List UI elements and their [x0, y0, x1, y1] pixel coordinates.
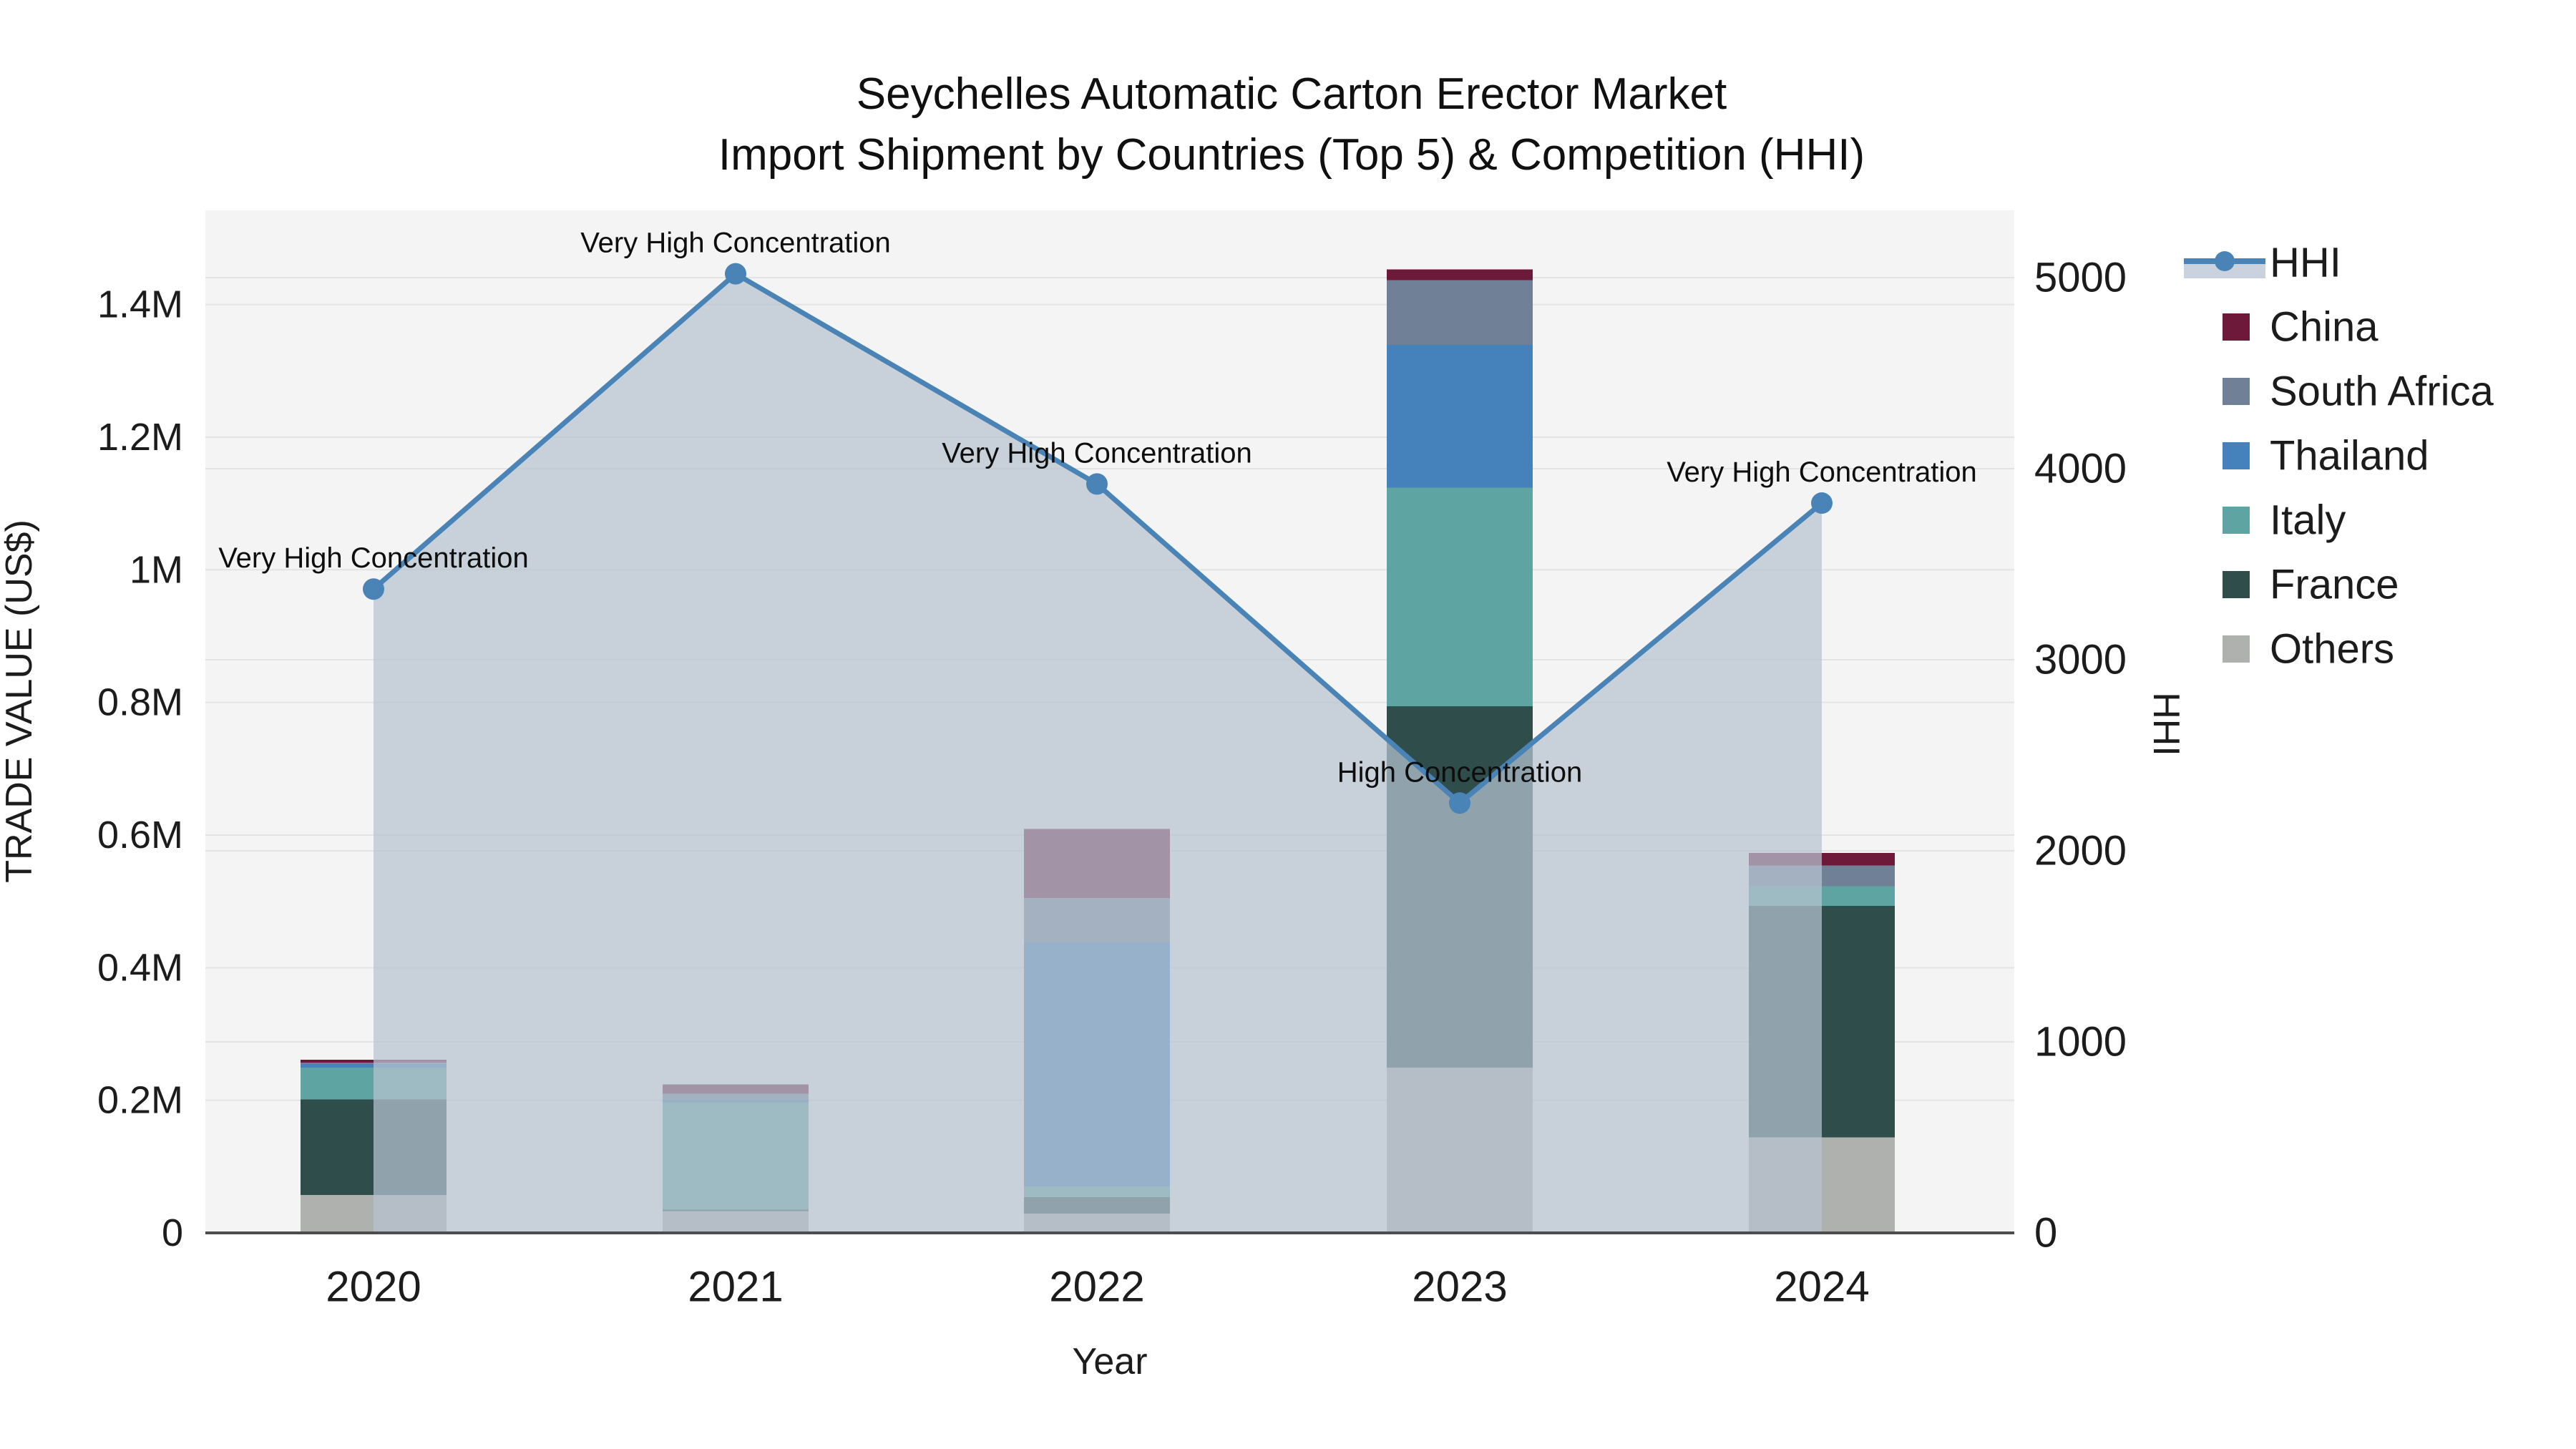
bar-segment-thailand-2023[interactable]	[1387, 345, 1533, 488]
hhi-marker-2021[interactable]	[725, 263, 746, 285]
y-right-axis-title: HHI	[2145, 692, 2187, 756]
hhi-marker-2023[interactable]	[1449, 792, 1470, 814]
chart-title-line1: Seychelles Automatic Carton Erector Mark…	[857, 69, 1727, 119]
legend-label: Thailand	[2270, 433, 2429, 479]
y-right-tick: 2000	[2034, 828, 2127, 874]
chart-title-line2: Import Shipment by Countries (Top 5) & C…	[718, 130, 1865, 180]
legend-item-south-africa[interactable]: South Africa	[2223, 369, 2494, 415]
y-left-tick: 0.4M	[97, 946, 183, 989]
y-right-tick: 1000	[2034, 1019, 2127, 1065]
legend-label: South Africa	[2270, 369, 2494, 415]
legend-label: France	[2270, 562, 2399, 608]
y-left-tick-labels: 0 0.2M 0.4M 0.6M 0.8M 1M 1.2M 1.4M	[97, 283, 183, 1254]
x-tick-2022: 2022	[1049, 1263, 1144, 1311]
y-right-tick-labels: 0 1000 2000 3000 4000 5000	[2034, 255, 2127, 1257]
bar-segment-china-2023[interactable]	[1387, 269, 1533, 280]
legend: HHI China South Africa Thailand Italy France O…	[2184, 240, 2494, 673]
legend-item-italy[interactable]: Italy	[2223, 497, 2346, 544]
legend-swatch-others	[2223, 635, 2250, 663]
legend-hhi-marker	[2215, 251, 2235, 271]
annotation-2024: Very High Concentration	[1667, 457, 1977, 488]
y-left-axis-title: TRADE VALUE (US$)	[0, 519, 40, 883]
y-left-tick: 1M	[130, 548, 183, 591]
y-left-tick: 0.6M	[97, 814, 183, 857]
legend-item-china[interactable]: China	[2223, 304, 2379, 351]
legend-label: China	[2270, 304, 2379, 351]
hhi-area	[374, 273, 1822, 1233]
y-right-tick: 0	[2034, 1210, 2057, 1257]
annotation-2021: Very High Concentration	[580, 228, 891, 259]
legend-label: Others	[2270, 626, 2394, 673]
hhi-marker-2020[interactable]	[363, 578, 384, 600]
y-left-tick: 0.2M	[97, 1079, 183, 1122]
x-tick-labels: 2020 2021 2022 2023 2024	[326, 1263, 1869, 1311]
legend-swatch-italy	[2223, 507, 2250, 534]
hhi-area-fill	[374, 273, 1822, 1233]
legend-item-others[interactable]: Others	[2223, 626, 2394, 673]
annotations: Very High Concentration Very High Concent…	[218, 228, 1977, 789]
y-left-tick: 1.2M	[97, 416, 183, 459]
x-axis-title: Year	[1072, 1341, 1147, 1382]
x-tick-2020: 2020	[326, 1263, 421, 1311]
y-right-tick: 5000	[2034, 255, 2127, 301]
legend-item-thailand[interactable]: Thailand	[2223, 433, 2429, 479]
annotation-2023: High Concentration	[1337, 756, 1582, 788]
x-tick-2021: 2021	[688, 1263, 783, 1311]
y-left-tick: 1.4M	[97, 283, 183, 326]
legend-swatch-china	[2223, 313, 2250, 341]
x-tick-2023: 2023	[1412, 1263, 1507, 1311]
hhi-line-group	[363, 263, 1833, 814]
y-right-tick: 3000	[2034, 637, 2127, 683]
annotation-2020: Very High Concentration	[218, 542, 529, 574]
y-left-tick: 0.8M	[97, 681, 183, 724]
legend-swatch-thailand	[2223, 442, 2250, 469]
hhi-marker-2022[interactable]	[1086, 473, 1108, 495]
bar-segment-south-africa-2023[interactable]	[1387, 280, 1533, 346]
legend-swatch-france	[2223, 571, 2250, 598]
legend-item-france[interactable]: France	[2223, 562, 2399, 608]
x-tick-2024: 2024	[1774, 1263, 1869, 1311]
bar-segment-italy-2023[interactable]	[1387, 487, 1533, 707]
legend-label: Italy	[2270, 497, 2346, 544]
hhi-marker-2024[interactable]	[1811, 492, 1833, 514]
y-right-tick: 4000	[2034, 446, 2127, 492]
legend-swatch-south-africa	[2223, 378, 2250, 405]
y-left-tick: 0	[162, 1211, 183, 1254]
legend-item-hhi[interactable]: HHI	[2184, 240, 2341, 286]
annotation-2022: Very High Concentration	[942, 437, 1252, 469]
legend-label: HHI	[2270, 240, 2341, 286]
